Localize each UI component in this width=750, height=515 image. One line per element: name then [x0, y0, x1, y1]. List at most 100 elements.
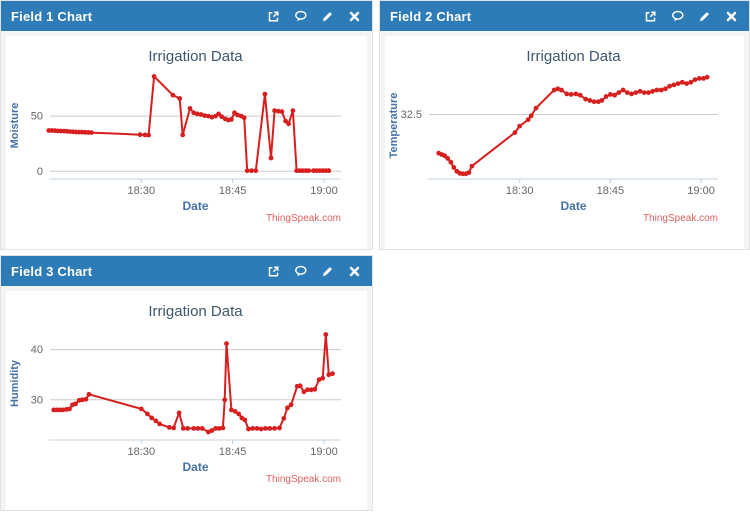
data-point[interactable] — [151, 74, 157, 79]
data-point[interactable] — [288, 402, 294, 408]
credits-link[interactable]: ThingSpeak.com — [266, 474, 341, 485]
data-point[interactable] — [305, 387, 310, 393]
data-point[interactable] — [637, 88, 643, 94]
data-point[interactable] — [194, 111, 200, 117]
data-point[interactable] — [320, 375, 326, 381]
data-point[interactable] — [242, 417, 248, 423]
data-point[interactable] — [641, 90, 647, 95]
data-point[interactable] — [633, 90, 639, 95]
data-point[interactable] — [297, 383, 303, 389]
data-point[interactable] — [671, 82, 677, 88]
comment-button[interactable] — [293, 9, 308, 24]
data-point[interactable] — [517, 123, 523, 129]
data-point[interactable] — [170, 92, 176, 98]
data-point[interactable] — [564, 91, 570, 97]
data-point[interactable] — [679, 79, 685, 85]
data-point[interactable] — [620, 87, 626, 93]
data-point[interactable] — [629, 91, 634, 97]
data-point[interactable] — [250, 426, 256, 431]
data-point[interactable] — [220, 425, 226, 431]
data-point[interactable] — [525, 117, 531, 123]
data-point[interactable] — [229, 117, 234, 122]
credits-link[interactable]: ThingSpeak.com — [643, 213, 718, 224]
data-point[interactable] — [272, 108, 277, 113]
data-point[interactable] — [675, 81, 681, 86]
data-point[interactable] — [235, 112, 240, 118]
data-point[interactable] — [616, 90, 622, 95]
credits-link[interactable]: ThingSpeak.com — [266, 213, 341, 224]
data-point[interactable] — [469, 163, 475, 169]
data-point[interactable] — [330, 371, 335, 377]
data-point[interactable] — [448, 159, 454, 165]
data-point[interactable] — [219, 114, 225, 120]
data-point[interactable] — [696, 76, 702, 81]
data-point[interactable] — [658, 87, 664, 93]
data-point[interactable] — [306, 168, 312, 174]
data-point[interactable] — [279, 109, 285, 115]
data-point[interactable] — [246, 426, 251, 432]
close-chart-button[interactable] — [724, 9, 739, 24]
data-point[interactable] — [232, 409, 238, 414]
data-point[interactable] — [138, 406, 144, 412]
data-point[interactable] — [209, 428, 215, 433]
data-point[interactable] — [308, 387, 314, 393]
data-point[interactable] — [451, 165, 457, 170]
edit-chart-button[interactable] — [320, 9, 335, 24]
data-point[interactable] — [583, 96, 588, 102]
data-point[interactable] — [195, 426, 201, 431]
data-point[interactable] — [466, 170, 472, 176]
data-point[interactable] — [268, 155, 274, 161]
comment-button[interactable] — [670, 9, 685, 24]
data-point[interactable] — [67, 406, 72, 412]
data-point[interactable] — [253, 168, 259, 174]
data-point[interactable] — [241, 115, 247, 121]
expand-chart-button[interactable] — [266, 264, 281, 279]
data-point[interactable] — [272, 426, 277, 431]
data-point[interactable] — [612, 92, 617, 98]
data-point[interactable] — [205, 429, 211, 435]
data-point[interactable] — [312, 386, 318, 392]
data-point[interactable] — [323, 332, 329, 337]
data-point[interactable] — [599, 98, 605, 103]
data-point[interactable] — [281, 416, 287, 421]
data-point[interactable] — [145, 411, 150, 417]
data-point[interactable] — [285, 405, 290, 411]
data-point[interactable] — [229, 407, 234, 413]
data-point[interactable] — [249, 168, 254, 174]
data-point[interactable] — [704, 74, 710, 80]
data-point[interactable] — [236, 411, 242, 417]
data-point[interactable] — [326, 372, 332, 378]
data-point[interactable] — [199, 426, 205, 431]
data-point[interactable] — [528, 113, 534, 119]
data-point[interactable] — [591, 99, 597, 105]
expand-chart-button[interactable] — [643, 9, 658, 24]
data-point[interactable] — [191, 426, 197, 431]
data-point[interactable] — [577, 92, 583, 98]
data-point[interactable] — [89, 130, 94, 135]
data-point[interactable] — [258, 426, 264, 432]
data-point[interactable] — [209, 114, 215, 120]
data-point[interactable] — [177, 96, 183, 101]
data-point[interactable] — [83, 396, 89, 402]
data-point[interactable] — [326, 168, 332, 174]
expand-chart-button[interactable] — [266, 9, 281, 24]
data-point[interactable] — [608, 92, 613, 97]
data-point[interactable] — [86, 391, 92, 397]
data-point[interactable] — [551, 87, 557, 93]
data-point[interactable] — [205, 113, 211, 119]
close-chart-button[interactable] — [347, 264, 362, 279]
data-point[interactable] — [142, 132, 148, 138]
data-point[interactable] — [624, 90, 630, 95]
data-point[interactable] — [445, 156, 451, 161]
data-point[interactable] — [692, 77, 698, 83]
data-point[interactable] — [267, 426, 273, 431]
data-point[interactable] — [79, 397, 85, 403]
data-point[interactable] — [191, 110, 197, 116]
data-point[interactable] — [73, 401, 78, 407]
data-point[interactable] — [603, 94, 609, 99]
data-point[interactable] — [533, 105, 539, 111]
data-point[interactable] — [216, 111, 222, 117]
data-point[interactable] — [166, 425, 172, 430]
data-point[interactable] — [277, 425, 282, 431]
data-point[interactable] — [185, 426, 191, 431]
